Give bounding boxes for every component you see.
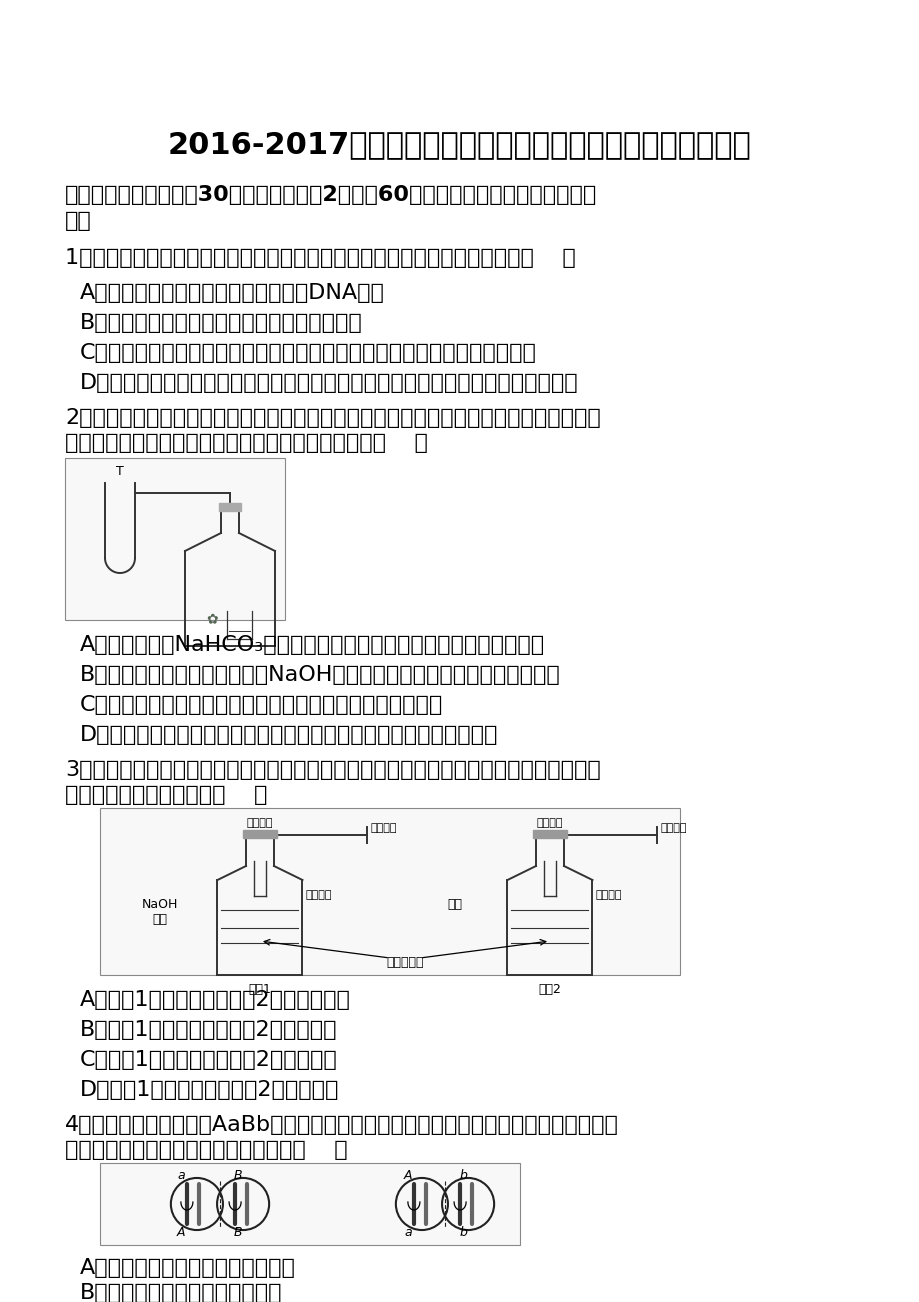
Text: a: a [403, 1226, 412, 1240]
Text: B．在遮光条件下，烧杯率盛放NaOH溶液，可用于测定种子无氧呼吸的强度: B．在遮光条件下，烧杯率盛放NaOH溶液，可用于测定种子无氧呼吸的强度 [80, 665, 561, 685]
Text: 小玻璃管: 小玻璃管 [595, 891, 621, 900]
Text: D．在遮光条件下，烧杯中盛放清水，可用于测定种子有氧呼吸的强度: D．在遮光条件下，烧杯中盛放清水，可用于测定种子有氧呼吸的强度 [80, 725, 498, 745]
Text: 红色液滴: 红色液滴 [536, 818, 562, 828]
Text: 2016-2017学年河南省郑州一中网校高三（上）入学生物试卷: 2016-2017学年河南省郑州一中网校高三（上）入学生物试卷 [168, 130, 751, 159]
Text: 1．叶绿体和线粒体是真核细胞中重要的细胞结构，下列相关叙述，错误的是（    ）: 1．叶绿体和线粒体是真核细胞中重要的细胞结构，下列相关叙述，错误的是（ ） [65, 247, 575, 268]
Text: B．交叉互换与同源染色体未分离: B．交叉互换与同源染色体未分离 [80, 1282, 282, 1302]
Text: 酵母菌培养: 酵母菌培养 [386, 956, 424, 969]
Text: B．二者均能合成部分蛋白质，控制一定的性状: B．二者均能合成部分蛋白质，控制一定的性状 [80, 312, 362, 333]
Text: B．装置1中液滴左移，装置2中液滴右移: B．装置1中液滴左移，装置2中液滴右移 [80, 1019, 337, 1040]
Text: ✿: ✿ [206, 612, 218, 626]
Text: T: T [116, 465, 124, 478]
Bar [65, 458, 285, 620]
Text: B: B [233, 1226, 242, 1240]
Text: D．叶绿体内能够通过光合作用合成葡萄糖，线粒体内可以通过有氧呼吸分解葡萄糖: D．叶绿体内能够通过光合作用合成葡萄糖，线粒体内可以通过有氧呼吸分解葡萄糖 [80, 372, 578, 393]
Text: A．二者均为双层膜的细胞器，均含有DNA分子: A．二者均为双层膜的细胞器，均含有DNA分子 [80, 283, 384, 303]
Text: 装置1: 装置1 [248, 983, 271, 996]
Text: A．交叉互换与姐妹染色单体未分离: A．交叉互换与姐妹染色单体未分离 [80, 1258, 296, 1279]
Text: 同时又进行无氧呼吸的是（    ）: 同时又进行无氧呼吸的是（ ） [65, 785, 267, 805]
Text: 的分裂图形，则该减数分裂过程发生了（    ）: 的分裂图形，则该减数分裂过程发生了（ ） [65, 1141, 347, 1160]
Bar [100, 1163, 519, 1245]
Text: 糖，不考虑装置中微生物的影响）相关叙述正确的是（    ）: 糖，不考虑装置中微生物的影响）相关叙述正确的是（ ） [65, 434, 427, 453]
Text: A: A [403, 1169, 412, 1182]
Bar [100, 809, 679, 975]
Text: 3．如图为探究酵母菌呼吸作用类型的装置图，下列现象中能说明酵母菌既进行有氧呼吸，: 3．如图为探究酵母菌呼吸作用类型的装置图，下列现象中能说明酵母菌既进行有氧呼吸， [65, 760, 600, 780]
Bar [219, 503, 241, 510]
Text: b: b [459, 1169, 467, 1182]
Text: A．装置1中液滴左移，装置2中液滴不移动: A．装置1中液滴左移，装置2中液滴不移动 [80, 990, 350, 1010]
Text: A: A [176, 1226, 185, 1240]
Text: 装置2: 装置2 [538, 983, 561, 996]
Text: C．烧杯中盛放清水，可用于测定一定光照强度下真光合速率: C．烧杯中盛放清水，可用于测定一定光照强度下真光合速率 [80, 695, 443, 715]
Text: NaOH
溶液: NaOH 溶液 [142, 898, 178, 926]
Text: 2．如图是在一定温度下测定某植物呼吸作用和光合作用强度的实验装置（呼吸底物为葡萄: 2．如图是在一定温度下测定某植物呼吸作用和光合作用强度的实验装置（呼吸底物为葡萄 [65, 408, 600, 428]
Text: b: b [459, 1226, 467, 1240]
Text: 意）: 意） [65, 211, 92, 230]
Text: 小玻璃管: 小玻璃管 [305, 891, 332, 900]
Text: B: B [233, 1169, 242, 1182]
Text: 4．如图为一个基因型为AaBb（两对基因独立遗传）的精原细胞产生的两个次级精母细胞: 4．如图为一个基因型为AaBb（两对基因独立遗传）的精原细胞产生的两个次级精母细… [65, 1115, 618, 1135]
Text: 清水: 清水 [447, 898, 462, 911]
Text: C．装置1中液滴不动，装置2中液滴右移: C．装置1中液滴不动，装置2中液滴右移 [80, 1049, 337, 1070]
Bar [532, 829, 566, 838]
Text: D．装置1中液滴右移，装置2中液滴左移: D．装置1中液滴右移，装置2中液滴左移 [80, 1079, 339, 1100]
Text: 一、选择题（本题包括30个小题，每小题2分，共60分．每小题只有一个选项符合题: 一、选择题（本题包括30个小题，每小题2分，共60分．每小题只有一个选项符合题 [65, 185, 596, 204]
Bar [243, 829, 277, 838]
Text: 细刻度管: 细刻度管 [370, 823, 397, 833]
Text: 红色液滴: 红色液滴 [246, 818, 273, 828]
Text: C．含有叶绿体的细胞通常含有线粒体，含有线粒体的细胞不一定含有叶绿体: C．含有叶绿体的细胞通常含有线粒体，含有线粒体的细胞不一定含有叶绿体 [80, 342, 537, 363]
Text: 细刻度管: 细刻度管 [660, 823, 686, 833]
Text: a: a [176, 1169, 185, 1182]
Text: A．烧杯中盛放NaHCO₃溶液，可用于测定一定光强下植物的净光合速率: A．烧杯中盛放NaHCO₃溶液，可用于测定一定光强下植物的净光合速率 [80, 635, 545, 655]
